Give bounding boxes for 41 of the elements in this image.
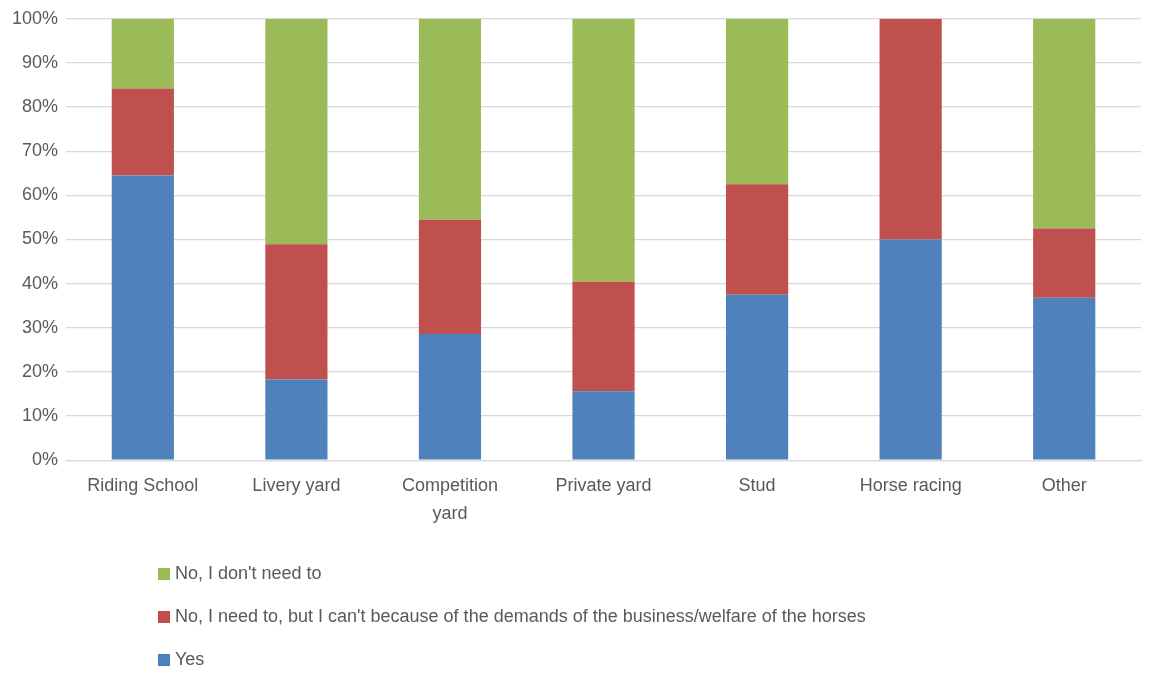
bar <box>265 18 328 245</box>
bar <box>111 88 174 176</box>
y-tick-label: 20% <box>22 360 59 381</box>
bar <box>572 391 635 460</box>
y-tick-label: 0% <box>32 449 59 470</box>
legend-label: No, I need to, but I can't because of the demands of the business/welfare of the horses <box>175 606 866 627</box>
y-tick-label: 80% <box>22 96 59 117</box>
y-tick-label: 70% <box>22 140 59 161</box>
bar <box>725 294 789 460</box>
x-tick-label: Other <box>1041 475 1087 496</box>
x-tick-label: Livery yard <box>252 475 341 496</box>
y-tick-label: 50% <box>22 228 59 249</box>
y-tick-label: 100% <box>11 7 59 28</box>
legend-label: No, I don't need to <box>175 563 322 584</box>
x-tick-label: Private yard <box>555 475 652 496</box>
bar <box>879 18 942 240</box>
x-tick-label: Competition yard <box>401 475 498 524</box>
bar <box>418 219 482 334</box>
x-tick-label: Stud <box>738 475 776 496</box>
x-tick-label: Horse racing <box>859 475 962 496</box>
bar <box>725 18 789 185</box>
bar <box>1033 18 1096 229</box>
x-tick-label: Riding School <box>87 475 199 496</box>
bar <box>572 281 635 392</box>
bar <box>111 18 174 89</box>
bar <box>418 333 482 460</box>
bar <box>111 175 174 460</box>
bar <box>1033 228 1096 298</box>
bar <box>879 239 942 460</box>
bar <box>265 379 328 460</box>
y-tick-label: 30% <box>22 316 59 337</box>
y-tick-label: 10% <box>22 405 59 426</box>
y-tick-label: 90% <box>22 51 59 72</box>
bar <box>1033 297 1096 460</box>
bar <box>265 244 328 380</box>
legend-label: Yes <box>175 649 205 670</box>
y-tick-label: 40% <box>22 272 59 293</box>
bar <box>572 18 635 282</box>
y-tick-label: 60% <box>22 184 59 205</box>
bar <box>418 18 482 220</box>
bar <box>725 184 789 295</box>
